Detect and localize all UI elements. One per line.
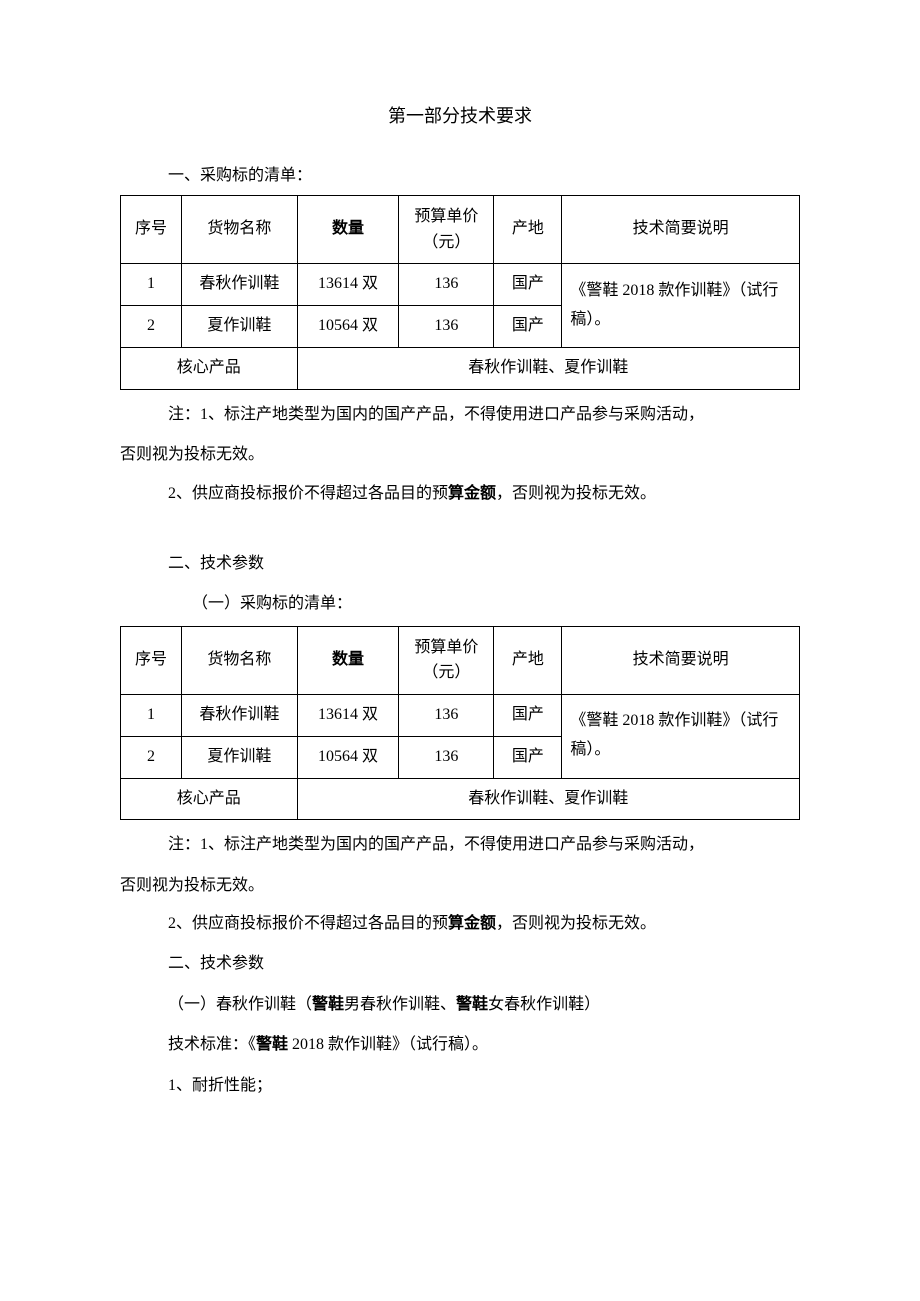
section2-heading: 二、技术参数 <box>168 545 800 583</box>
sub2-1-m1: 男春秋作训鞋、 <box>344 996 456 1013</box>
footer-value: 春秋作训鞋、夏作训鞋 <box>297 347 799 389</box>
footer-label: 核心产品 <box>121 778 298 820</box>
cell-name: 夏作训鞋 <box>182 306 297 348</box>
header-qty: 数量 <box>297 626 399 694</box>
tech-std-pre: 技术标准：《 <box>168 1036 256 1053</box>
header-origin: 产地 <box>494 626 562 694</box>
cell-origin: 国产 <box>494 306 562 348</box>
header-name: 货物名称 <box>182 196 297 264</box>
table-footer-row: 核心产品 春秋作训鞋、夏作训鞋 <box>121 347 800 389</box>
procurement-table-2: 序号 货物名称 数量 预算单价（元） 产地 技术简要说明 1 春秋作训鞋 136… <box>120 626 800 821</box>
note-2b-post: ，否则视为投标无效。 <box>496 915 656 932</box>
table-row: 1 春秋作训鞋 13614 双 136 国产 《警鞋 2018 款作训鞋》（试行… <box>121 264 800 306</box>
table-row: 1 春秋作训鞋 13614 双 136 国产 《警鞋 2018 款作训鞋》（试行… <box>121 694 800 736</box>
cell-price: 136 <box>399 264 494 306</box>
cell-name: 夏作训鞋 <box>182 736 297 778</box>
cell-seq: 2 <box>121 736 182 778</box>
note-1-line2: 否则视为投标无效。 <box>120 436 800 474</box>
cell-price: 136 <box>399 736 494 778</box>
cell-name: 春秋作训鞋 <box>182 694 297 736</box>
procurement-table-1: 序号 货物名称 数量 预算单价（元） 产地 技术简要说明 1 春秋作训鞋 136… <box>120 195 800 390</box>
header-price: 预算单价（元） <box>399 626 494 694</box>
sub2-1-b1: 警鞋 <box>312 996 344 1013</box>
table-header-row: 序号 货物名称 数量 预算单价（元） 产地 技术简要说明 <box>121 626 800 694</box>
header-desc: 技术简要说明 <box>562 626 800 694</box>
footer-value: 春秋作训鞋、夏作训鞋 <box>297 778 799 820</box>
sub2-1-m2: 女春秋作训鞋） <box>488 996 600 1013</box>
cell-seq: 2 <box>121 306 182 348</box>
header-desc: 技术简要说明 <box>562 196 800 264</box>
note-1-line2-b: 否则视为投标无效。 <box>120 867 800 905</box>
note-2: 2、供应商投标报价不得超过各品目的预算金额，否则视为投标无效。 <box>168 475 800 513</box>
note-1-line1-b: 注：1、标注产地类型为国内的国产产品，不得使用进口产品参与采购活动， <box>168 826 800 864</box>
sub2-1-b2: 警鞋 <box>456 996 488 1013</box>
cell-name: 春秋作训鞋 <box>182 264 297 306</box>
page-title: 第一部分技术要求 <box>120 100 800 132</box>
note-2b-bold: 算金额 <box>448 915 496 932</box>
header-seq: 序号 <box>121 626 182 694</box>
footer-label: 核心产品 <box>121 347 298 389</box>
cell-origin: 国产 <box>494 264 562 306</box>
note-2-pre: 2、供应商投标报价不得超过各品目的预 <box>168 485 448 502</box>
table-footer-row: 核心产品 春秋作训鞋、夏作训鞋 <box>121 778 800 820</box>
cell-price: 136 <box>399 694 494 736</box>
section1-heading: 一、采购标的清单： <box>168 162 800 191</box>
tech-std-b: 警鞋 <box>256 1036 288 1053</box>
cell-qty: 13614 双 <box>297 264 399 306</box>
note-2b-pre: 2、供应商投标报价不得超过各品目的预 <box>168 915 448 932</box>
sub2-1-pre: （一）春秋作训鞋（ <box>168 996 312 1013</box>
cell-qty: 10564 双 <box>297 306 399 348</box>
cell-seq: 1 <box>121 694 182 736</box>
note-1-line1: 注：1、标注产地类型为国内的国产产品，不得使用进口产品参与采购活动， <box>168 396 800 434</box>
cell-qty: 13614 双 <box>297 694 399 736</box>
cell-origin: 国产 <box>494 694 562 736</box>
cell-origin: 国产 <box>494 736 562 778</box>
note-2-bold: 算金额 <box>448 485 496 502</box>
header-origin: 产地 <box>494 196 562 264</box>
table-header-row: 序号 货物名称 数量 预算单价（元） 产地 技术简要说明 <box>121 196 800 264</box>
cell-price: 136 <box>399 306 494 348</box>
note-2-post: ，否则视为投标无效。 <box>496 485 656 502</box>
item-1: 1、耐折性能； <box>168 1067 800 1105</box>
cell-seq: 1 <box>121 264 182 306</box>
cell-desc-merged: 《警鞋 2018 款作训鞋》（试行稿）。 <box>562 694 800 778</box>
tech-std: 技术标准：《警鞋 2018 款作训鞋》（试行稿）。 <box>168 1026 800 1064</box>
cell-desc-merged: 《警鞋 2018 款作训鞋》（试行稿）。 <box>562 264 800 348</box>
note-2-b: 2、供应商投标报价不得超过各品目的预算金额，否则视为投标无效。 <box>168 905 800 943</box>
sub2-1: （一）春秋作训鞋（警鞋男春秋作训鞋、警鞋女春秋作训鞋） <box>168 986 800 1024</box>
cell-qty: 10564 双 <box>297 736 399 778</box>
tech-std-post: 2018 款作训鞋》（试行稿）。 <box>288 1036 488 1053</box>
header-seq: 序号 <box>121 196 182 264</box>
header-name: 货物名称 <box>182 626 297 694</box>
sub2-heading: 二、技术参数 <box>168 945 800 983</box>
header-qty: 数量 <box>297 196 399 264</box>
header-price: 预算单价（元） <box>399 196 494 264</box>
section2-subheading: （一）采购标的清单： <box>192 585 800 623</box>
